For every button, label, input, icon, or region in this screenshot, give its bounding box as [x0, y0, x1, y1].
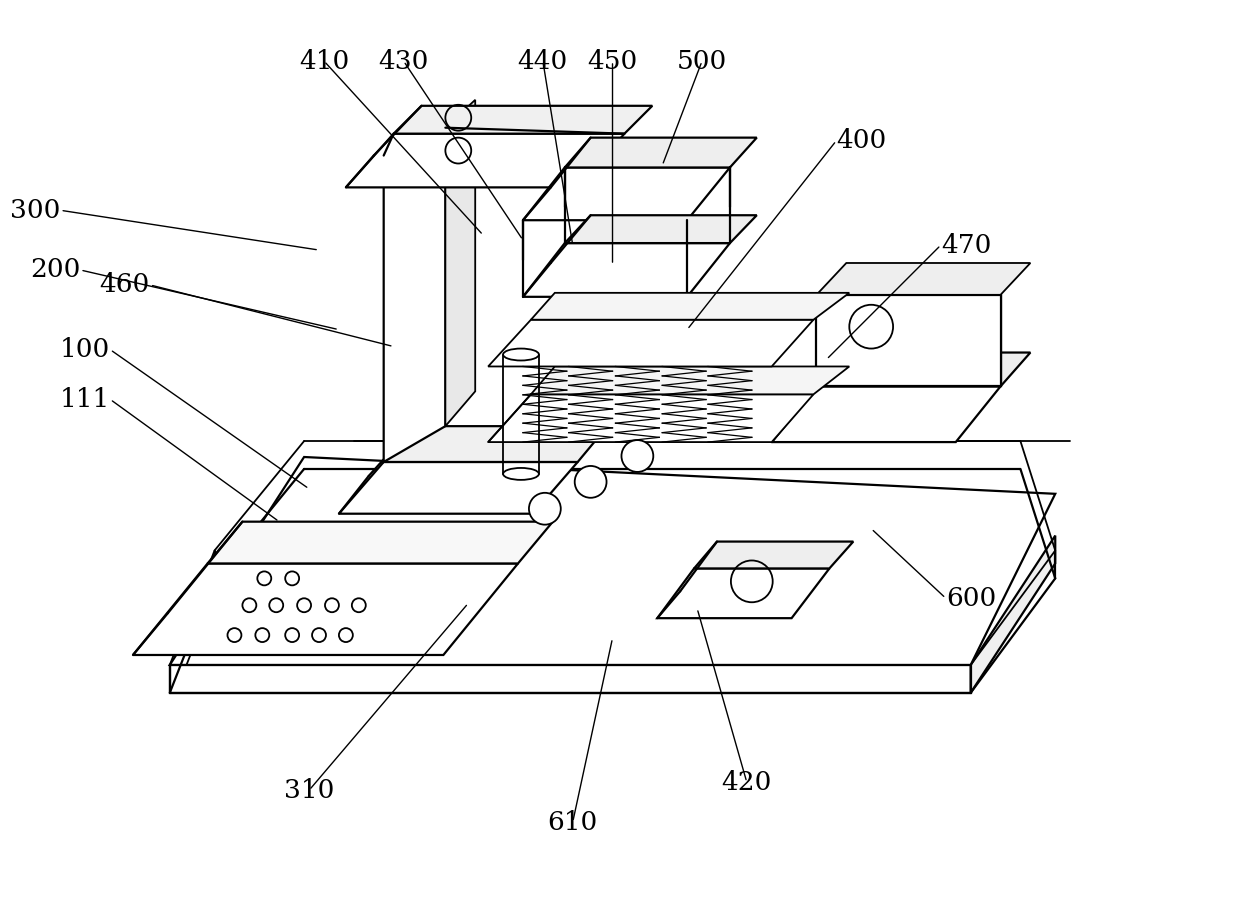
Text: 410: 410 [299, 48, 350, 73]
Text: 300: 300 [10, 197, 61, 223]
Polygon shape [170, 665, 971, 693]
Text: 460: 460 [99, 272, 150, 297]
Polygon shape [657, 569, 830, 618]
Text: 111: 111 [60, 387, 110, 412]
Polygon shape [564, 138, 756, 167]
Polygon shape [489, 394, 813, 442]
Text: 600: 600 [946, 586, 996, 611]
Polygon shape [531, 292, 849, 320]
Polygon shape [383, 128, 445, 462]
Polygon shape [445, 100, 475, 426]
Text: 310: 310 [284, 778, 335, 802]
Text: 420: 420 [722, 770, 773, 795]
Polygon shape [816, 263, 1030, 295]
Polygon shape [339, 462, 578, 514]
Polygon shape [564, 215, 756, 243]
Polygon shape [133, 563, 518, 655]
Polygon shape [531, 367, 849, 394]
Polygon shape [523, 243, 730, 297]
Text: 610: 610 [548, 810, 598, 834]
Polygon shape [694, 542, 853, 569]
Polygon shape [207, 522, 553, 563]
Polygon shape [816, 295, 1001, 387]
Text: 500: 500 [677, 48, 727, 73]
Text: 400: 400 [836, 128, 887, 154]
Polygon shape [170, 457, 1055, 665]
Circle shape [621, 440, 653, 472]
Text: 450: 450 [588, 48, 637, 73]
Polygon shape [971, 536, 1055, 693]
Polygon shape [771, 387, 1001, 442]
Polygon shape [393, 106, 652, 133]
Polygon shape [489, 320, 813, 367]
Circle shape [574, 466, 606, 498]
Circle shape [529, 493, 560, 525]
Polygon shape [383, 426, 608, 462]
Text: 100: 100 [60, 337, 110, 362]
Polygon shape [346, 133, 625, 187]
Text: 440: 440 [518, 48, 568, 73]
Text: 470: 470 [941, 232, 991, 258]
Polygon shape [816, 353, 1030, 387]
Text: 200: 200 [30, 258, 81, 282]
Text: 430: 430 [378, 48, 429, 73]
Polygon shape [523, 167, 730, 220]
